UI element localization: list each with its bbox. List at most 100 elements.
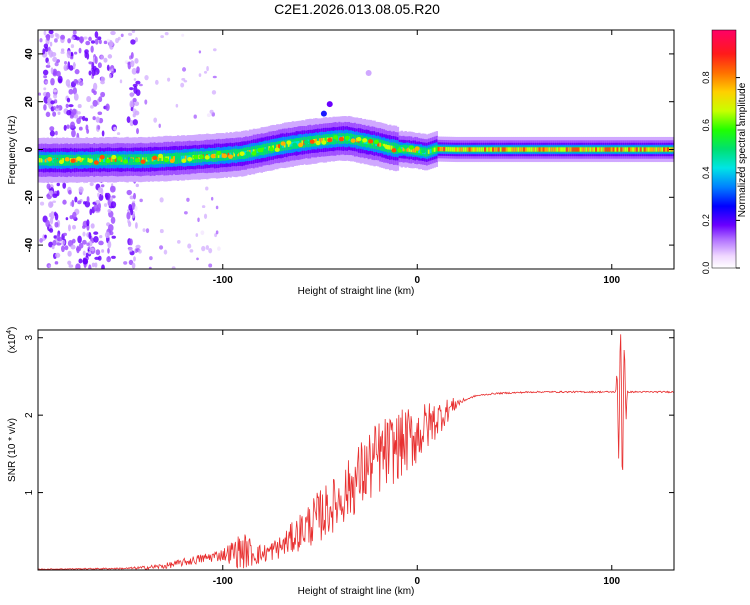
spectrogram-noise-cell	[126, 189, 132, 196]
spectrogram-noise-cell	[92, 116, 96, 121]
spectrogram-ridge-core	[143, 157, 147, 162]
spectrogram-noise-cell	[97, 202, 101, 210]
spectrogram-ridge-core	[427, 149, 431, 154]
spectrogram-ridge-core	[250, 149, 254, 155]
spectrogram-noise-cell	[129, 100, 134, 109]
spectrogram-ridge-core	[505, 147, 509, 152]
spectrogram-noise-cell	[94, 31, 99, 39]
spectrogram-x-tick-label: 0	[414, 275, 420, 286]
spectrogram-noise-cell	[89, 181, 94, 187]
spectrogram-noise-cell	[62, 232, 67, 236]
spectrogram-noise-cell	[159, 229, 164, 234]
spectrogram-ridge-core	[488, 147, 491, 152]
spectrogram-noise-cell	[43, 75, 48, 79]
spectrogram-ridge-core	[624, 147, 627, 152]
spectrogram-noise-cell	[50, 33, 54, 39]
spectrogram-ridge-core	[276, 144, 279, 149]
spectrogram-ridge-core	[567, 147, 571, 152]
spectrogram-noise-cell	[203, 70, 208, 74]
spectrogram-noise-cell	[205, 186, 209, 191]
spectrogram-ridge-core	[377, 142, 380, 147]
colorbar-label: Normalized spectral amplitude	[737, 82, 748, 217]
spectrogram-ridge-core	[167, 156, 170, 161]
spectrogram-noise-cell	[73, 114, 79, 119]
spectrogram-ridge-blob	[298, 142, 304, 148]
spectrogram-ridge-blob	[239, 151, 245, 156]
spectrogram-ridge-blob	[368, 139, 374, 144]
spectrogram-noise-cell	[79, 80, 84, 86]
spectrogram-ridge-core	[571, 147, 575, 152]
spectrogram-noise-cell	[67, 84, 71, 88]
spectrogram-noise-cell	[56, 190, 60, 197]
spectrogram-noise-cell	[51, 244, 55, 250]
spectrogram-ridge-blob	[76, 156, 82, 161]
spectrogram-ridge-core	[552, 147, 555, 152]
spectrogram-ridge-core	[392, 145, 396, 151]
spectrogram-noise-cell	[149, 256, 153, 261]
spectrogram-noise-cell	[58, 78, 63, 83]
spectrogram-ridge-core	[38, 158, 40, 163]
spectrogram-noise-cell	[133, 78, 137, 81]
spectrogram-ridge-blob	[397, 148, 403, 153]
spectrogram-noise-cell	[86, 128, 90, 134]
spectrogram-noise-cell	[52, 239, 57, 246]
spectrogram-noise-cell	[43, 87, 47, 91]
spectrogram-ridge-core	[667, 147, 670, 152]
spectrogram-noise-cell	[52, 200, 57, 204]
spectrogram-noise-cell	[134, 101, 140, 107]
spectrogram-noise-cell	[70, 244, 76, 250]
spectrogram-noise-cell	[98, 240, 104, 246]
spectrogram-noise-cell	[95, 249, 101, 256]
spectrogram-noise-cell	[88, 251, 92, 255]
spectrogram-noise-cell	[107, 209, 112, 213]
spectrogram-ridge-core	[462, 147, 466, 152]
spectrogram-noise-cell	[209, 109, 214, 114]
spectrogram-noise-cell	[52, 193, 58, 199]
spectrogram-ridge-blob	[187, 157, 193, 162]
spectrogram-ridge-core	[503, 147, 507, 152]
spectrogram-x-axis-label: Height of straight line (km)	[298, 286, 415, 297]
spectrogram-noise-cell	[111, 235, 116, 239]
spectrogram-noise-cell	[95, 116, 100, 123]
spectrogram-ridge-blob	[420, 148, 426, 154]
spectrogram-ridge-blob	[385, 145, 391, 150]
spectrogram-noise-cell	[71, 199, 75, 208]
spectrogram-noise-cell	[167, 77, 171, 82]
spectrogram-ridge-core	[577, 147, 580, 152]
spectrogram-noise-cell	[49, 41, 53, 47]
spectrogram-ridge-core	[408, 147, 411, 152]
snr-y-tick-label: 1	[24, 489, 35, 495]
spectrogram-noise-cell	[181, 33, 185, 37]
spectrogram-ridge-blob	[373, 139, 379, 145]
spectrogram-noise-cell	[138, 249, 142, 254]
spectrogram-ridge-core	[365, 139, 368, 145]
spectrogram-noise-cell	[48, 264, 52, 268]
spectrogram-ridge-core	[534, 147, 538, 152]
spectrogram-ridge-core	[493, 147, 497, 152]
spectrogram-ridge-core	[499, 147, 503, 152]
spectrogram-noise-cell	[97, 255, 102, 261]
spectrogram-ridge-core	[542, 147, 545, 152]
spectrogram-noise-cell	[208, 263, 213, 268]
spectrogram-noise-cell	[90, 45, 94, 53]
spectrogram-noise-cell	[82, 258, 88, 265]
spectrogram-noise-cell	[129, 119, 134, 127]
spectrogram-noise-cell	[104, 231, 110, 239]
spectrogram-ridge-blob	[245, 151, 251, 156]
spectrogram-noise-cell	[132, 200, 136, 204]
spectrogram-panel: -100 0 100 -40 -20 0 20 40 Height of straight …	[7, 29, 675, 297]
spectrogram-ridge-core	[525, 147, 528, 152]
snr-multiplier-base: (x10	[7, 333, 18, 353]
spectrogram-noise-cell	[82, 231, 86, 237]
spectrogram-noise-cell	[89, 208, 93, 216]
spectrogram-ridge-blob	[41, 155, 47, 160]
spectrogram-y-tick-label: 0	[24, 146, 35, 152]
spectrogram-noise-cell	[131, 68, 137, 75]
spectrogram-noise-cell	[129, 238, 133, 246]
spectrogram-noise-cell	[210, 196, 214, 201]
spectrogram-ridge-core	[112, 157, 116, 162]
spectrogram-ridge-core	[451, 147, 454, 152]
spectrogram-ridge-blob	[128, 158, 134, 163]
spectrogram-ridge-core	[373, 141, 376, 146]
spectrogram-noise-cell	[132, 108, 137, 114]
